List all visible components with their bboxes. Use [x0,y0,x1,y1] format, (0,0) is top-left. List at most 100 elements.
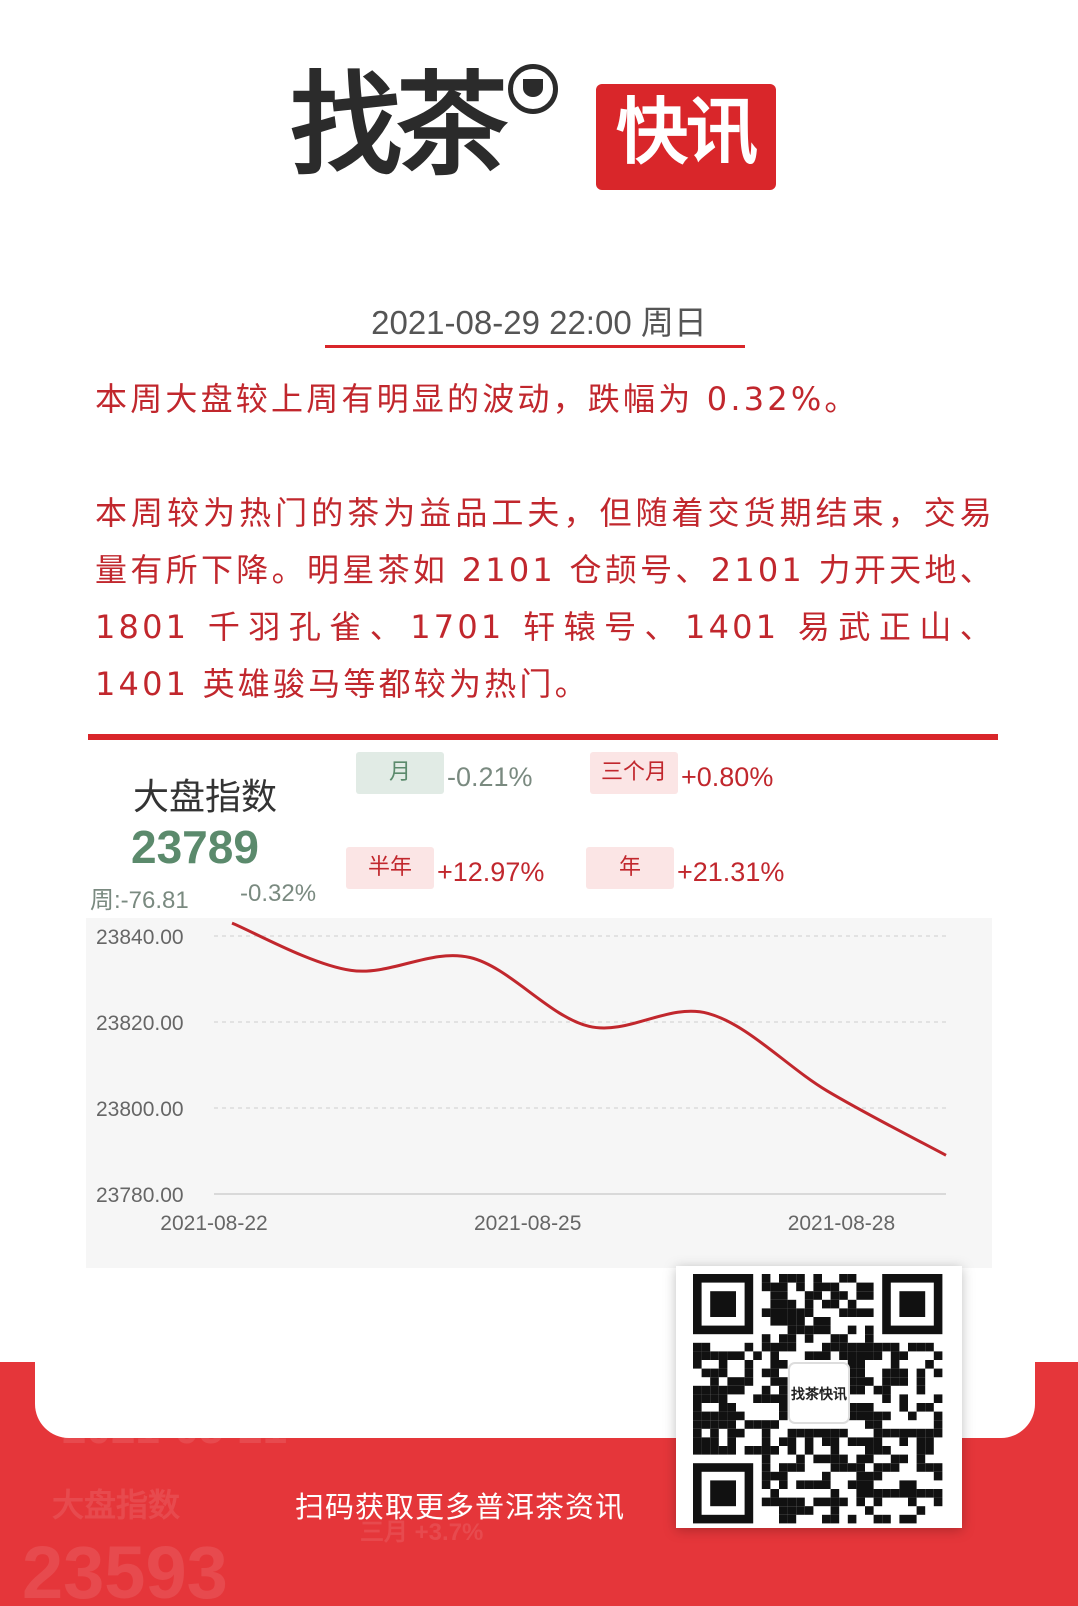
qr-module [736,1385,745,1395]
qr-module [718,1368,728,1378]
qr-module [916,1368,926,1378]
qr-module [830,1291,840,1300]
qr-module [882,1428,891,1438]
qr-module [787,1299,797,1309]
qr-module [933,1489,943,1498]
qr-module [770,1299,779,1309]
qr-module [890,1377,900,1386]
qr-module [839,1334,848,1343]
qr-module [847,1377,857,1386]
qr-module [899,1480,908,1489]
qr-module [822,1437,831,1446]
qr-module [753,1446,762,1455]
ghost-title: 大盘指数 [52,1487,181,1523]
qr-module [701,1351,711,1360]
qr-module [830,1282,840,1292]
qr-module [761,1454,771,1464]
qr-module [916,1446,926,1455]
qr-module [787,1317,797,1326]
qr-module [856,1385,865,1395]
ghost-value: 23593 [22,1531,228,1606]
qr-module [727,1446,736,1455]
qr-module [753,1420,762,1429]
qr-module [710,1446,719,1455]
qr-module [796,1428,805,1438]
period-value-half-year: +12.97% [437,857,545,887]
qr-module [761,1463,771,1472]
qr-module [779,1480,788,1489]
qr-module [787,1497,797,1507]
qr-module [856,1291,865,1300]
qr-module [839,1428,848,1438]
qr-module [770,1360,779,1369]
logo-wordmark: 找茶 [290,61,508,191]
qr-module [933,1428,943,1438]
index-value: 23789 [131,821,259,873]
qr-module [873,1420,883,1429]
qr-module [727,1403,736,1412]
qr-module [933,1463,943,1472]
qr-module [787,1308,797,1317]
qr-module [822,1497,831,1507]
qr-module [865,1403,874,1412]
qr-module [916,1342,926,1352]
qr-module [890,1463,900,1472]
qr-module [899,1403,908,1412]
qr-module [770,1497,779,1507]
report-datetime: 2021-08-29 22:00 周日 [371,304,707,341]
qr-module [701,1368,711,1378]
period-chip-year: 年 [586,847,674,889]
qr-module [787,1437,797,1446]
qr-module [856,1282,865,1292]
qr-module [873,1489,883,1498]
qr-module [865,1437,874,1446]
qr-module [744,1360,754,1369]
brand-logo: 找茶 快讯 [290,64,790,204]
qr-module [865,1471,874,1481]
qr-module [761,1497,771,1507]
qr-module [890,1489,900,1498]
qr-module [804,1299,814,1309]
qr-module [787,1428,797,1438]
qr-module [899,1514,908,1524]
logo-badge-text: 快讯 [615,90,758,174]
qr-module [710,1437,719,1446]
qr-module [890,1360,900,1369]
qr-module [847,1308,857,1317]
qr-module [701,1420,711,1429]
qr-finder-pattern [899,1291,926,1317]
qr-module [865,1377,874,1386]
qr-module [779,1514,788,1524]
qr-module [890,1454,900,1464]
qr-module [873,1342,883,1352]
qr-module [899,1489,908,1498]
qr-module [830,1489,840,1498]
qr-module [804,1480,814,1489]
qr-module [727,1411,736,1421]
qr-module [804,1291,814,1300]
qr-code[interactable]: 找茶快讯 [676,1266,962,1528]
qr-module [787,1463,797,1472]
qr-module [908,1489,917,1498]
qr-module [718,1385,728,1395]
qr-module [787,1446,797,1455]
qr-module [856,1403,865,1412]
qr-module [804,1506,814,1515]
qr-module [787,1514,797,1524]
qr-module [822,1342,831,1352]
period-value-year: +21.31% [677,857,785,887]
period-chip-half-year: 半年 [346,847,434,889]
qr-module [882,1446,891,1455]
index-title: 大盘指数 [133,777,278,818]
qr-module [770,1394,779,1403]
qr-module [847,1274,857,1283]
qr-module [839,1497,848,1507]
qr-module [933,1394,943,1403]
period-chip-three-months: 三个月 [590,752,678,794]
qr-module [839,1291,848,1300]
qr-module [710,1368,719,1378]
qr-module [770,1446,779,1455]
qr-module [856,1351,865,1360]
summary-paragraph: 本周大盘较上周有明显的波动，跌幅为 0.32%。 [95,380,860,418]
qr-module [856,1368,865,1378]
